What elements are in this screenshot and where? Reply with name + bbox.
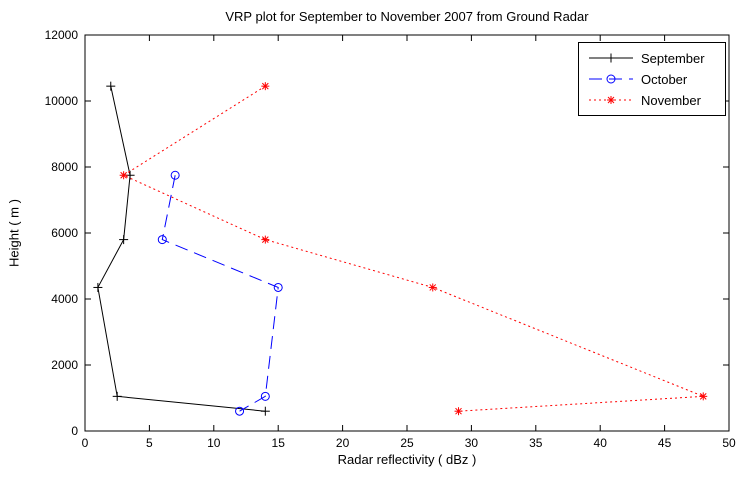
svg-text:10000: 10000: [45, 94, 79, 108]
svg-text:6000: 6000: [51, 226, 78, 240]
legend: September October November: [578, 42, 726, 116]
legend-label-september: September: [641, 50, 705, 66]
svg-text:12000: 12000: [45, 28, 79, 42]
svg-text:45: 45: [658, 436, 672, 450]
svg-text:50: 50: [722, 436, 736, 450]
legend-entry-september: September: [587, 50, 717, 66]
legend-line-sample-september: [589, 53, 633, 63]
legend-label-november: November: [641, 92, 701, 108]
x-axis-label: Radar reflectivity ( dBz ): [337, 452, 477, 467]
svg-text:0: 0: [71, 424, 78, 438]
legend-line-sample-october: [589, 74, 633, 84]
legend-entry-october: October: [587, 71, 717, 87]
legend-line-sample-november: [589, 96, 633, 104]
chart-title: VRP plot for September to November 2007 …: [225, 9, 589, 24]
svg-text:35: 35: [529, 436, 543, 450]
svg-text:25: 25: [400, 436, 414, 450]
legend-entry-november: November: [587, 92, 717, 108]
svg-text:2000: 2000: [51, 358, 78, 372]
svg-text:30: 30: [465, 436, 479, 450]
legend-label-october: October: [641, 71, 688, 87]
svg-text:0: 0: [82, 436, 89, 450]
svg-text:40: 40: [594, 436, 608, 450]
svg-text:8000: 8000: [51, 160, 78, 174]
svg-text:10: 10: [207, 436, 221, 450]
svg-text:15: 15: [272, 436, 286, 450]
svg-text:20: 20: [336, 436, 350, 450]
svg-text:5: 5: [146, 436, 153, 450]
y-axis-label: Height ( m ): [6, 199, 22, 267]
svg-text:4000: 4000: [51, 292, 78, 306]
